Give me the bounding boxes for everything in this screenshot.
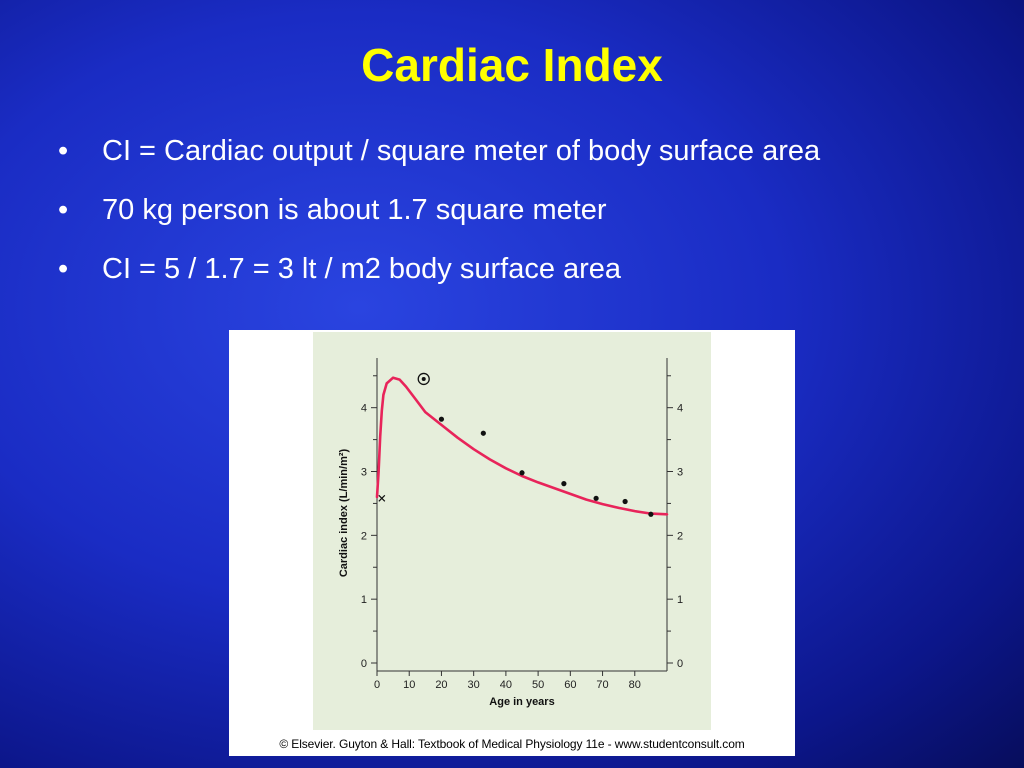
x-tick-label: 70 xyxy=(596,679,608,691)
bullet-list: • CI = Cardiac output / square meter of … xyxy=(58,128,820,305)
x-tick-label: 60 xyxy=(564,679,576,691)
data-point xyxy=(593,495,599,501)
x-tick-label: 10 xyxy=(403,679,415,691)
bullet-dot: • xyxy=(58,194,69,226)
data-point xyxy=(561,481,567,487)
data-point xyxy=(648,511,654,517)
data-point xyxy=(480,430,486,436)
x-axis-label: Age in years xyxy=(489,696,554,708)
y-tick-label-right: 3 xyxy=(677,467,683,479)
x-marker-stroke xyxy=(378,494,386,502)
bullet-item: • CI = 5 / 1.7 = 3 lt / m2 body surface … xyxy=(58,246,820,305)
y-tick-label-left: 4 xyxy=(361,403,367,415)
x-tick-label: 30 xyxy=(468,679,480,691)
bullet-text: 70 kg person is about 1.7 square meter xyxy=(102,194,607,226)
bullet-item: • 70 kg person is about 1.7 square meter xyxy=(58,187,820,246)
circled-point-ring xyxy=(417,372,430,386)
circled-data-point xyxy=(417,372,430,386)
y-tick-label-right: 2 xyxy=(677,530,683,542)
y-tick-label-right: 4 xyxy=(677,403,683,415)
slide-title: Cardiac Index xyxy=(361,39,663,91)
x-tick-label: 20 xyxy=(435,679,447,691)
bullet-text: CI = 5 / 1.7 = 3 lt / m2 body surface ar… xyxy=(102,253,622,285)
data-point xyxy=(438,416,445,422)
circled-point-dot xyxy=(421,376,426,381)
y-tick-label-left: 0 xyxy=(361,658,367,670)
x-tick-label: 40 xyxy=(500,679,512,691)
data-point xyxy=(622,498,628,505)
y-tick-label-right: 0 xyxy=(677,658,683,670)
y-tick-label-left: 1 xyxy=(361,594,367,606)
plot-background xyxy=(313,332,711,730)
x-tick-label: 50 xyxy=(532,679,544,691)
y-tick-label-right: 1 xyxy=(677,594,683,606)
figure-caption: © Elsevier. Guyton & Hall: Textbook of M… xyxy=(279,737,745,751)
data-point xyxy=(519,470,525,476)
y-tick-label-left: 3 xyxy=(361,467,367,479)
cardiac-index-curve xyxy=(375,376,669,516)
x-tick-label: 0 xyxy=(374,679,380,691)
y-tick-label-left: 2 xyxy=(361,530,367,542)
x-marker-point xyxy=(378,494,386,502)
bullet-text: CI = Cardiac output / square meter of bo… xyxy=(102,135,821,167)
x-tick-label: 80 xyxy=(629,679,641,691)
chart-figure: 0 1 2 3 4 0 1 2 3 4 0 10 20 30 40 50 60 70 80 Age in years C… xyxy=(229,330,795,756)
y-axis-label: Cardiac index (L/min/m²) xyxy=(338,448,350,577)
bullet-dot: • xyxy=(58,253,69,285)
bullet-item: • CI = Cardiac output / square meter of … xyxy=(58,128,820,187)
bullet-dot: • xyxy=(58,135,69,167)
